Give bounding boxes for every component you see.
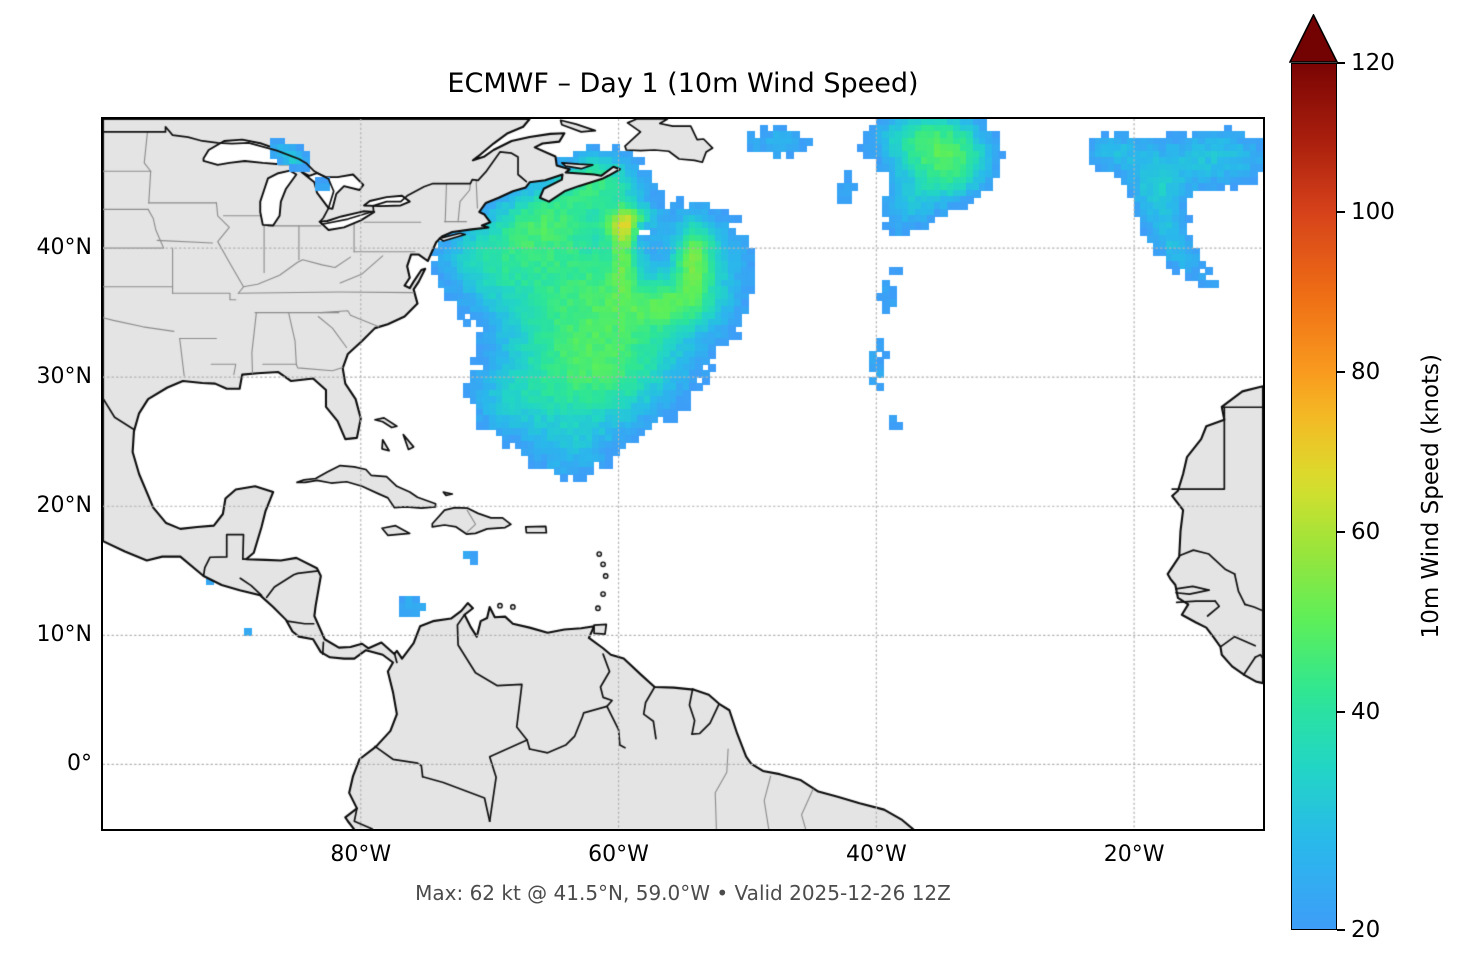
x-tick-60°W: 60°W xyxy=(588,842,649,867)
colorbar-ticklabel-100: 100 xyxy=(1351,199,1395,226)
x-tick-80°W: 80°W xyxy=(330,842,392,867)
y-tick-10°N: 10°N xyxy=(36,622,92,648)
colorbar xyxy=(1291,63,1337,930)
colorbar-ticklabel-40: 40 xyxy=(1351,699,1381,726)
map-plot-area xyxy=(101,117,1265,831)
colorbar-ticklabel-120: 120 xyxy=(1351,50,1395,76)
colorbar-ticklabel-20: 20 xyxy=(1351,917,1381,943)
page-title: ECMWF – Day 1 (10m Wind Speed) xyxy=(447,68,919,99)
y-tick-0°: 0° xyxy=(67,751,92,777)
colorbar-ticklabel-60: 60 xyxy=(1351,519,1381,546)
colorbar-tickmark-120 xyxy=(1337,62,1345,64)
x-tick-40°W: 40°W xyxy=(845,842,907,867)
colorbar-axis-label: 10m Wind Speed (knots) xyxy=(1418,354,1444,639)
caption-max-valid: Max: 62 kt @ 41.5°N, 59.0°W • Valid 2025… xyxy=(415,881,951,905)
wind-speed-map-canvas xyxy=(103,119,1263,829)
colorbar-tickmark-40 xyxy=(1337,711,1345,714)
y-tick-30°N: 30°N xyxy=(36,364,92,390)
colorbar-extend-arrow-icon xyxy=(1289,14,1339,63)
colorbar-tickmark-20 xyxy=(1337,929,1345,931)
y-tick-40°N: 40°N xyxy=(36,235,92,261)
y-tick-20°N: 20°N xyxy=(36,493,92,519)
colorbar-tickmark-60 xyxy=(1337,531,1345,534)
colorbar-tickmark-80 xyxy=(1337,370,1345,373)
colorbar-ticklabel-80: 80 xyxy=(1351,358,1381,385)
colorbar-tickmark-100 xyxy=(1337,211,1345,214)
x-tick-20°W: 20°W xyxy=(1103,842,1165,867)
